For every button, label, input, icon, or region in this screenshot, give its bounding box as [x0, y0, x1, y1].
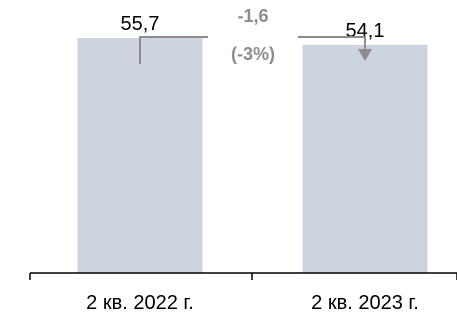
bar-2 [302, 44, 428, 274]
change-value: -1,6 [237, 6, 268, 26]
category-label-2: 2 кв. 2023 г. [311, 292, 419, 314]
change-percent: (-3%) [231, 44, 275, 64]
change-bracket-right [298, 36, 366, 51]
value-labels-layer: 55,7 54,1 [121, 13, 385, 42]
change-bracket-left [139, 36, 208, 64]
value-label-1: 55,7 [121, 13, 160, 35]
category-label-1: 2 кв. 2022 г. [86, 292, 194, 314]
x-axis: 2 кв. 2022 г. 2 кв. 2023 г. [29, 272, 457, 314]
change-annotation: -1,6 (-3%) [139, 6, 372, 64]
bar-1 [77, 38, 203, 273]
change-arrow-head [358, 49, 372, 61]
bars-layer [77, 38, 428, 274]
